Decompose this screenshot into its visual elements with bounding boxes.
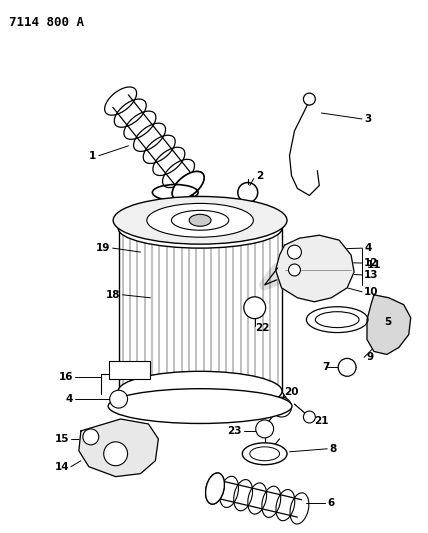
Ellipse shape: [242, 443, 287, 465]
Ellipse shape: [108, 389, 292, 424]
Circle shape: [288, 264, 300, 276]
Ellipse shape: [118, 208, 282, 248]
Text: 6: 6: [327, 498, 335, 508]
Circle shape: [110, 390, 128, 408]
Text: 2: 2: [141, 205, 149, 215]
Ellipse shape: [306, 306, 368, 333]
Circle shape: [272, 397, 291, 417]
Text: 23: 23: [227, 426, 242, 436]
Circle shape: [244, 297, 266, 319]
Text: 8: 8: [329, 444, 336, 454]
Text: 15: 15: [54, 434, 69, 444]
Text: 14: 14: [54, 462, 69, 472]
Circle shape: [250, 389, 266, 405]
Ellipse shape: [113, 197, 287, 244]
Circle shape: [303, 411, 315, 423]
FancyBboxPatch shape: [109, 361, 150, 379]
Text: 24: 24: [220, 392, 235, 402]
Text: 7: 7: [322, 362, 329, 373]
Text: 1: 1: [89, 151, 96, 161]
Circle shape: [288, 245, 301, 259]
Circle shape: [303, 93, 315, 105]
Ellipse shape: [172, 172, 204, 200]
Text: 9: 9: [366, 352, 373, 362]
Polygon shape: [276, 235, 354, 302]
Text: 4: 4: [65, 394, 73, 404]
Circle shape: [83, 429, 99, 445]
Circle shape: [338, 358, 356, 376]
Text: 4: 4: [364, 243, 372, 253]
Text: 18: 18: [106, 290, 121, 300]
Circle shape: [256, 420, 273, 438]
Text: 12: 12: [364, 258, 378, 268]
Text: 20: 20: [285, 387, 299, 397]
Text: 3: 3: [364, 114, 371, 124]
Text: 22: 22: [255, 322, 269, 333]
Ellipse shape: [171, 211, 229, 230]
Ellipse shape: [118, 372, 282, 411]
Text: 7114 800 A: 7114 800 A: [9, 15, 84, 29]
Text: 19: 19: [96, 243, 111, 253]
Text: 11: 11: [367, 260, 381, 270]
Text: 17: 17: [109, 365, 123, 375]
Circle shape: [104, 442, 128, 466]
Polygon shape: [367, 295, 411, 354]
Text: 10: 10: [364, 287, 378, 297]
Text: 5: 5: [384, 317, 391, 327]
Ellipse shape: [147, 204, 253, 237]
Text: 16: 16: [58, 372, 73, 382]
Text: 13: 13: [364, 270, 378, 280]
Polygon shape: [79, 419, 158, 477]
Ellipse shape: [205, 473, 224, 504]
Text: 2: 2: [256, 171, 263, 181]
Ellipse shape: [189, 214, 211, 227]
Text: 21: 21: [314, 416, 329, 426]
